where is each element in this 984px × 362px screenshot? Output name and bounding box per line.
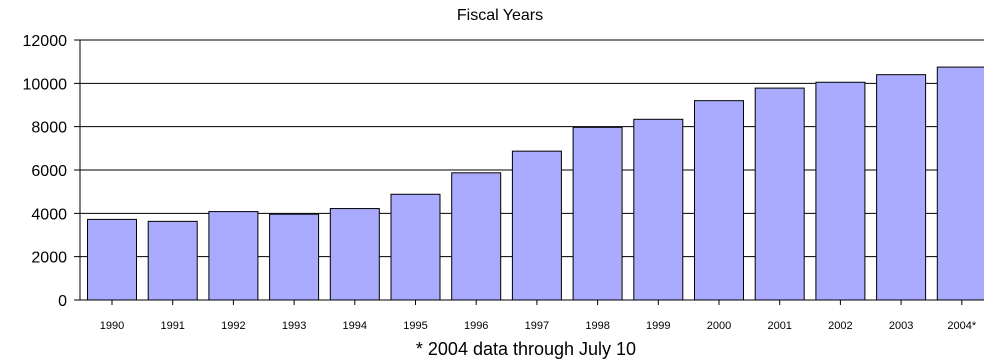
x-tick-label: 2002 [828, 320, 852, 332]
x-tick-label: 1993 [282, 320, 306, 332]
bar-1995 [390, 193, 441, 301]
x-tick-label: 1999 [646, 320, 670, 332]
y-tick-label: 12000 [23, 33, 68, 50]
bar-1999 [633, 118, 684, 301]
x-tick-label: 1997 [525, 320, 549, 332]
y-tick-label: 10000 [23, 76, 68, 93]
y-tick-label: 6000 [31, 163, 67, 180]
y-tick-label: 0 [58, 293, 67, 310]
bar-1990 [87, 218, 137, 301]
x-tick-label: 2004* [947, 320, 976, 332]
x-tick-label: 2003 [889, 320, 913, 332]
chart-footnote: * 2004 data through July 10 [416, 339, 636, 359]
bar-1991 [147, 220, 198, 301]
x-tick-label: 1996 [464, 320, 488, 332]
x-tick-label: 1998 [585, 320, 609, 332]
x-tick-label: 1992 [221, 320, 245, 332]
bar-1998 [572, 126, 623, 301]
chart-title: Fiscal Years [457, 7, 543, 24]
bar-2001 [754, 87, 805, 301]
x-tick-label: 1991 [160, 320, 184, 332]
bars [87, 66, 984, 301]
x-tick-label: 1995 [403, 320, 427, 332]
bar-2004-star [936, 66, 984, 301]
bar-1993 [269, 213, 320, 301]
x-tick-label: 1994 [343, 320, 367, 332]
bar-2003 [876, 74, 927, 301]
bar-2002 [815, 81, 866, 301]
bar-2000 [694, 100, 744, 301]
y-tick-label: 8000 [31, 120, 67, 137]
bar-1996 [451, 172, 502, 301]
bar-1992 [208, 211, 259, 301]
y-axis-ticks: 0 2000 4000 6000 8000 10000 12000 [23, 33, 68, 310]
x-tick-label: 2001 [767, 320, 791, 332]
bar-1994 [329, 208, 380, 301]
x-tick-label: 2000 [707, 320, 731, 332]
y-tick-label: 4000 [31, 206, 67, 223]
x-tick-label: 1990 [100, 320, 124, 332]
bar-1997 [511, 150, 562, 301]
y-tick-label: 2000 [31, 250, 67, 267]
x-axis-ticks: 1990 1991 1992 1993 1994 1995 1996 1997 1998 1999… [100, 300, 977, 332]
